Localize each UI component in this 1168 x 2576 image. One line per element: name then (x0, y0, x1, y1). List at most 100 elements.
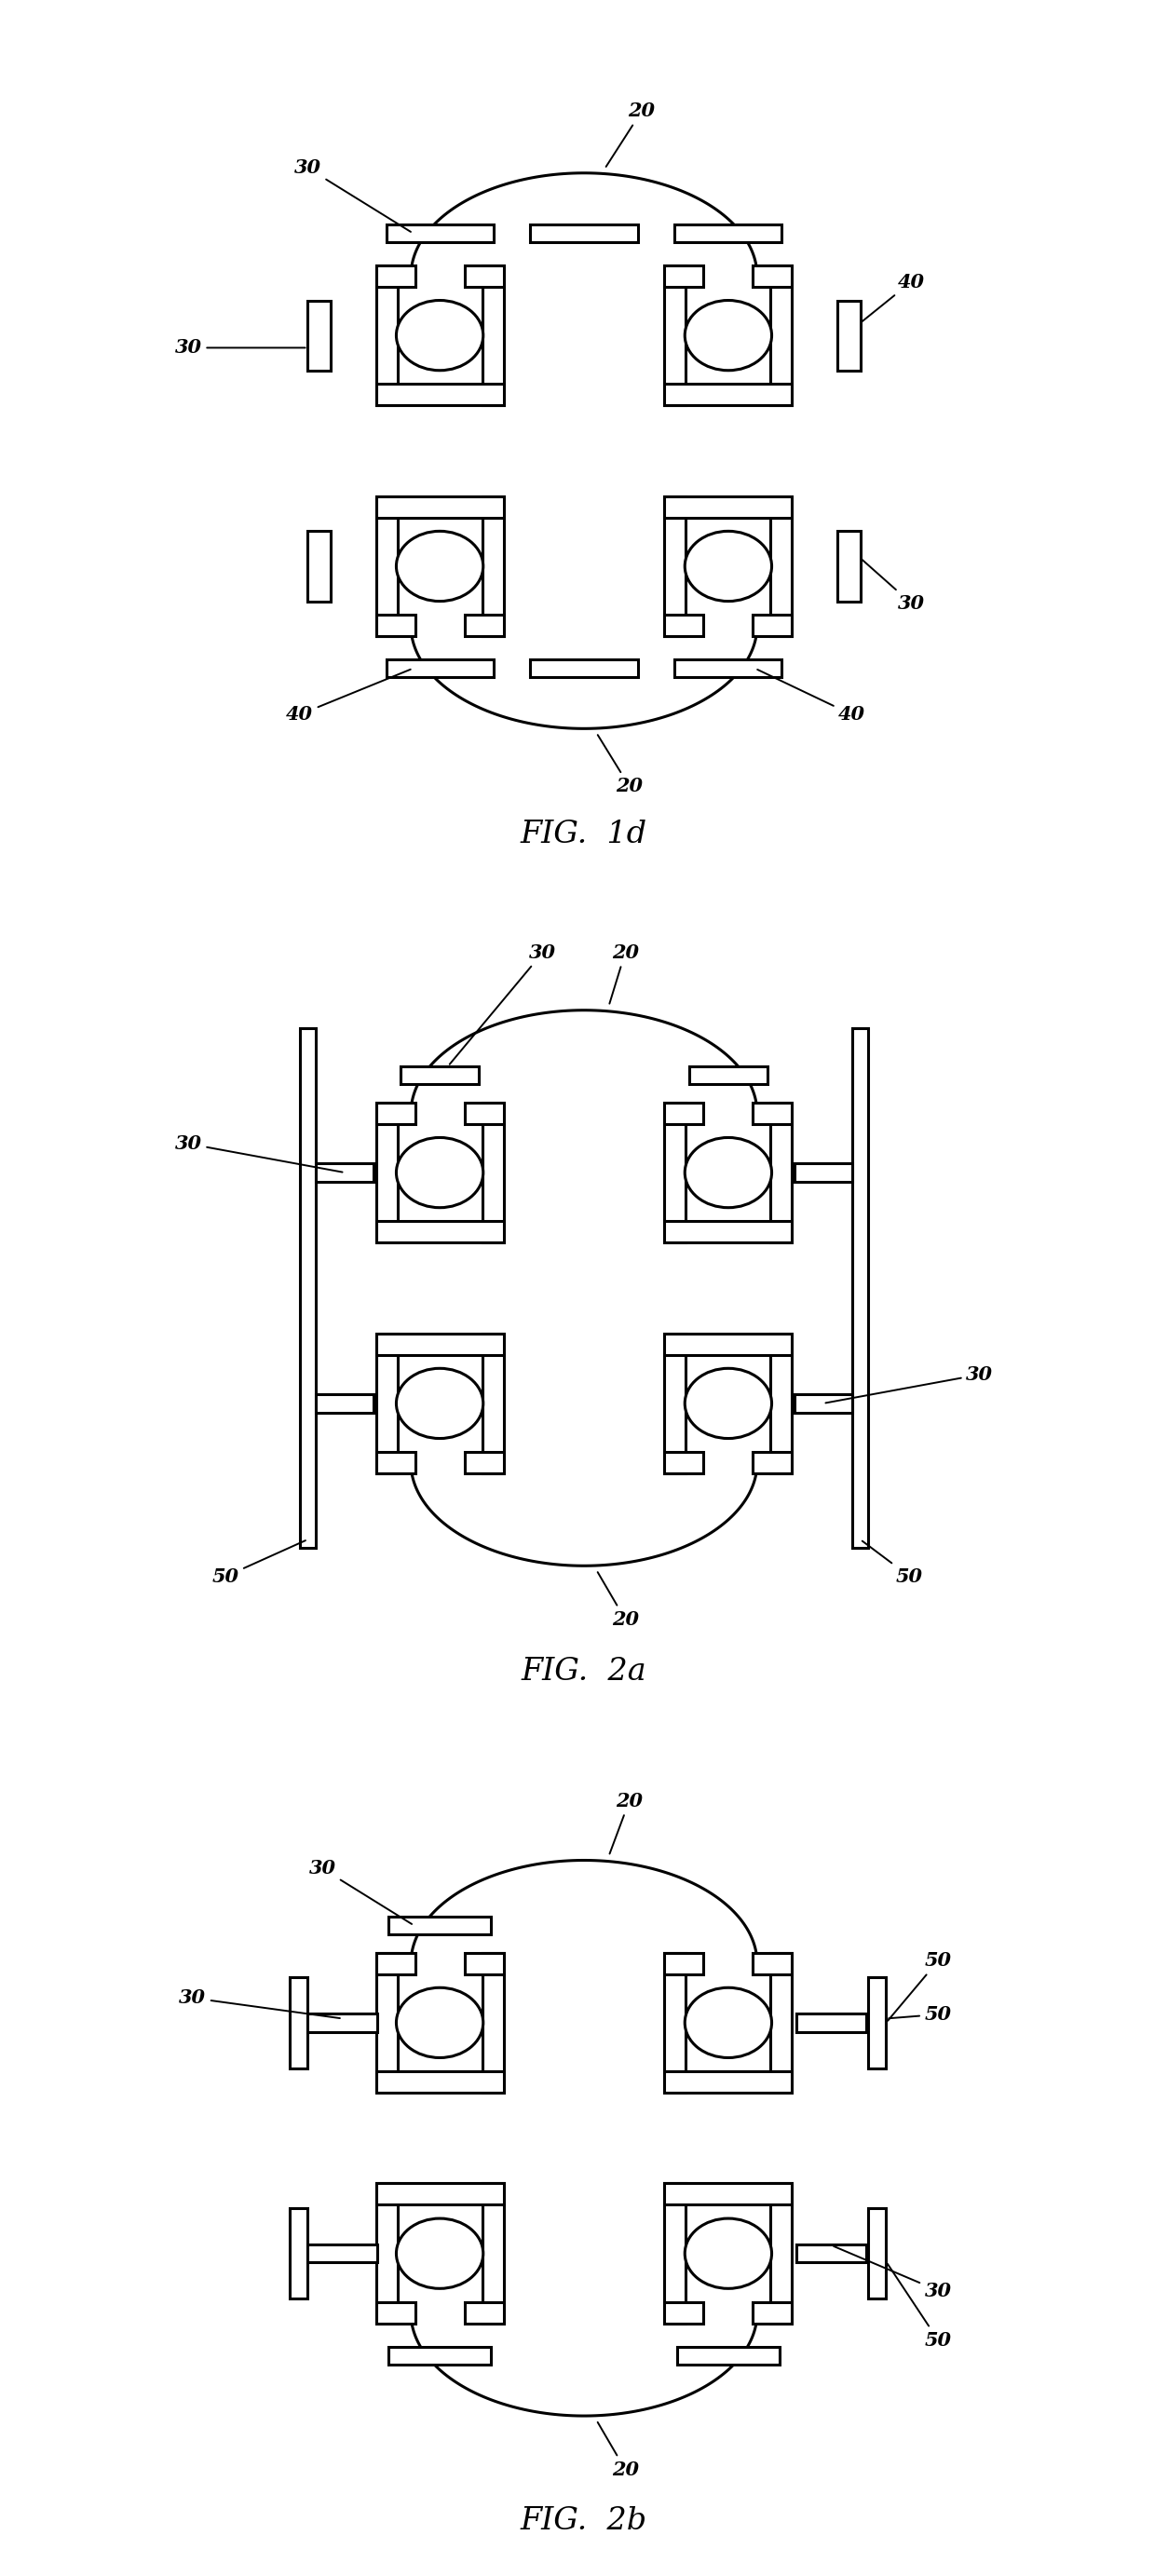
Bar (665, 2184, 792, 2205)
Bar (868, 2208, 887, 2298)
Bar (465, 1953, 503, 1973)
Bar (482, 1953, 503, 2092)
Bar (837, 301, 860, 371)
Bar (665, 1103, 686, 1242)
Bar (376, 497, 397, 636)
Bar (299, 1028, 317, 1548)
Bar (388, 1917, 492, 1935)
Bar (665, 1953, 686, 2092)
Bar (665, 616, 703, 636)
Bar (665, 1953, 703, 1973)
Text: 20: 20 (598, 1571, 639, 1628)
Ellipse shape (684, 1368, 772, 1437)
Bar (465, 1453, 503, 1473)
Bar (482, 1103, 503, 1242)
Bar (530, 659, 638, 677)
Bar (376, 265, 397, 404)
Text: 40: 40 (286, 670, 410, 724)
Ellipse shape (396, 531, 484, 600)
Ellipse shape (684, 2218, 772, 2287)
Ellipse shape (396, 301, 484, 371)
Bar (376, 265, 415, 286)
Text: FIG.  1d: FIG. 1d (521, 819, 647, 850)
Bar (376, 384, 503, 404)
Text: FIG.  2b: FIG. 2b (521, 2506, 647, 2537)
Text: 30: 30 (308, 1860, 412, 1924)
Bar (376, 1334, 397, 1473)
Bar (317, 1164, 374, 1182)
Text: 50: 50 (862, 1540, 923, 1587)
Bar (797, 2014, 867, 2032)
Ellipse shape (684, 531, 772, 600)
Bar (771, 1953, 792, 2092)
Bar (376, 1103, 397, 1242)
Bar (665, 1334, 792, 1355)
Text: 20: 20 (598, 2421, 639, 2478)
Ellipse shape (684, 1139, 772, 1208)
Text: 20: 20 (598, 734, 642, 796)
Bar (376, 1103, 415, 1123)
Bar (387, 659, 493, 677)
Bar (482, 265, 503, 404)
Bar (376, 2184, 397, 2324)
Bar (753, 2303, 792, 2324)
Bar (387, 224, 493, 242)
Ellipse shape (396, 1368, 484, 1437)
Text: 30: 30 (294, 160, 411, 232)
Bar (665, 1334, 686, 1473)
Bar (376, 497, 503, 518)
Bar (665, 497, 686, 636)
Bar (868, 1978, 887, 2069)
Bar (317, 1394, 374, 1412)
Bar (675, 659, 781, 677)
Bar (482, 1334, 503, 1473)
Bar (665, 2303, 703, 2324)
Text: 30: 30 (175, 337, 305, 358)
Ellipse shape (396, 1989, 484, 2058)
Text: 30: 30 (450, 943, 556, 1064)
Text: 20: 20 (606, 103, 655, 167)
Bar (665, 2071, 792, 2092)
Bar (753, 1953, 792, 1973)
Bar (665, 1453, 703, 1473)
Bar (794, 1164, 851, 1182)
Bar (665, 2184, 686, 2324)
Text: 50: 50 (889, 2004, 952, 2025)
Bar (290, 2208, 307, 2298)
Text: 30: 30 (862, 559, 925, 613)
Bar (797, 2244, 867, 2262)
Text: 20: 20 (610, 1793, 642, 1855)
Bar (530, 224, 638, 242)
Text: 50: 50 (211, 1540, 306, 1587)
Bar (482, 2184, 503, 2324)
Text: 50: 50 (888, 2264, 952, 2349)
Bar (465, 616, 503, 636)
Text: 20: 20 (610, 943, 639, 1005)
Bar (290, 1978, 307, 2069)
Bar (665, 265, 686, 404)
Bar (376, 1453, 415, 1473)
Text: 40: 40 (862, 273, 925, 322)
Bar (771, 497, 792, 636)
Bar (771, 1103, 792, 1242)
Text: FIG.  2a: FIG. 2a (521, 1656, 647, 1687)
Bar (675, 224, 781, 242)
Bar (308, 301, 331, 371)
Bar (837, 531, 860, 600)
Text: 50: 50 (888, 1953, 952, 2020)
Bar (465, 2303, 503, 2324)
Bar (307, 2244, 377, 2262)
Bar (376, 1334, 503, 1355)
Bar (376, 616, 415, 636)
Ellipse shape (396, 2218, 484, 2287)
Text: 30: 30 (834, 2246, 952, 2300)
Bar (308, 531, 331, 600)
Text: 30: 30 (175, 1133, 342, 1172)
Bar (482, 497, 503, 636)
Bar (753, 265, 792, 286)
Bar (676, 2347, 780, 2365)
Bar (794, 1394, 851, 1412)
Bar (376, 1953, 397, 2092)
Bar (376, 2303, 415, 2324)
Bar (376, 2071, 503, 2092)
